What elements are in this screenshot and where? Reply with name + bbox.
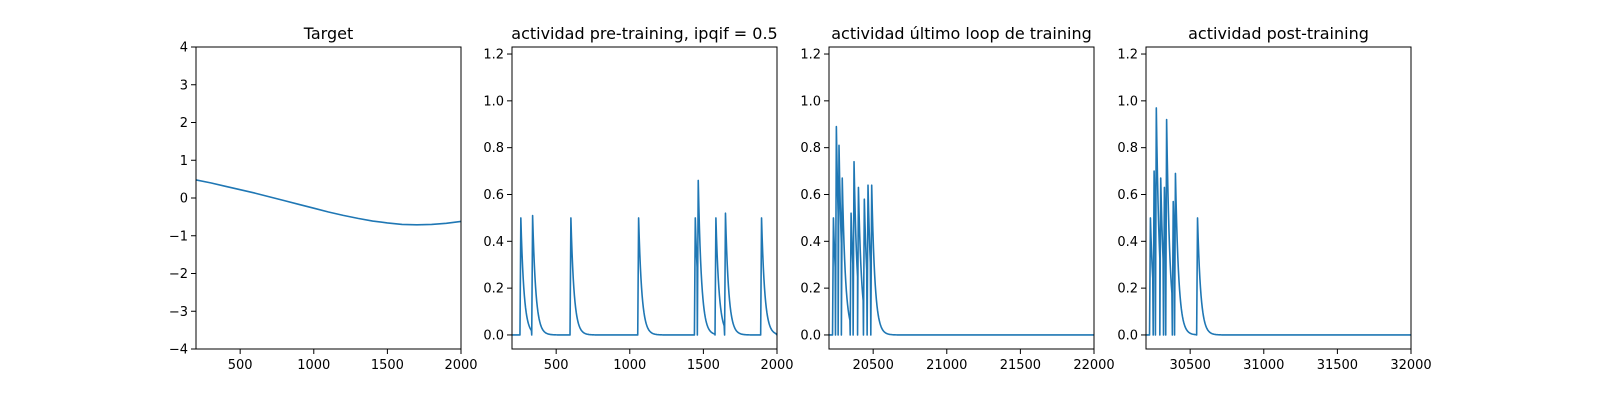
chart-title: actividad último loop de training	[831, 24, 1092, 43]
x-tick-label: 21000	[926, 358, 967, 373]
y-tick-label: 1.2	[800, 48, 821, 63]
y-tick-label: 0.0	[800, 328, 821, 343]
series-line	[829, 125, 1094, 336]
y-tick-label: 1.0	[800, 94, 821, 109]
y-tick-label: 0	[180, 192, 188, 207]
y-tick-label: 1	[180, 154, 188, 169]
y-tick-label: 0.6	[483, 188, 504, 203]
x-tick-label: 1000	[297, 358, 330, 373]
y-tick-label: 0.4	[1117, 235, 1138, 250]
y-tick-label: −4	[169, 343, 188, 358]
y-tick-label: 0.8	[1117, 141, 1138, 156]
chart-title: actividad pre-training, ipqif = 0.5	[511, 24, 777, 43]
y-tick-label: 0.4	[483, 235, 504, 250]
y-tick-label: 1.2	[483, 48, 504, 63]
y-tick-label: 0.2	[483, 282, 504, 297]
x-tick-label: 21500	[1000, 358, 1041, 373]
y-tick-label: 0.6	[800, 188, 821, 203]
axes-frame	[1145, 46, 1412, 350]
y-tick-label: 1.0	[1117, 94, 1138, 109]
x-tick-label: 31500	[1317, 358, 1358, 373]
y-tick-label: 0.0	[1117, 328, 1138, 343]
axes-frame	[511, 46, 778, 350]
x-tick-label: 2000	[760, 358, 793, 373]
x-tick-label: 1500	[687, 358, 720, 373]
y-tick-label: 4	[180, 41, 188, 56]
series-line	[512, 179, 777, 336]
axes-frame	[828, 46, 1095, 350]
x-tick-label: 20500	[852, 358, 893, 373]
chart-title: Target	[303, 24, 354, 43]
y-tick-label: 0.6	[1117, 188, 1138, 203]
y-tick-label: −3	[169, 305, 188, 320]
y-tick-label: 0.2	[1117, 282, 1138, 297]
x-tick-label: 1500	[371, 358, 404, 373]
y-tick-label: 0.8	[800, 141, 821, 156]
chart-panel-2: 500 1000 1500 2000 0.0 0.2 0.4 0.6 0.8 1.0 1.2 acti…	[483, 24, 793, 373]
x-tick-label: 22000	[1073, 358, 1114, 373]
y-tick-label: 0.4	[800, 235, 821, 250]
y-tick-label: 2	[180, 116, 188, 131]
y-tick-label: 0.2	[800, 282, 821, 297]
chart-panel-1: 500 1000 1500 2000 −4 −3 −2 −1 0 1 2 3 4 Target	[169, 24, 478, 373]
y-tick-label: 0.8	[483, 141, 504, 156]
x-tick-label: 32000	[1390, 358, 1431, 373]
x-tick-label: 1000	[613, 358, 646, 373]
y-tick-label: −2	[169, 267, 188, 282]
chart-panel-3: 20500 21000 21500 22000 0.0 0.2 0.4 0.6 0.8 1.0 1.…	[800, 24, 1114, 373]
x-tick-label: 500	[544, 358, 569, 373]
y-tick-label: 3	[180, 78, 188, 93]
y-tick-label: 1.0	[483, 94, 504, 109]
axes-frame	[195, 46, 462, 350]
y-tick-label: 0.0	[483, 328, 504, 343]
x-tick-label: 30500	[1169, 358, 1210, 373]
x-tick-label: 31000	[1243, 358, 1284, 373]
y-tick-label: 1.2	[1117, 48, 1138, 63]
series-line	[1146, 107, 1411, 336]
chart-title: actividad post-training	[1188, 24, 1369, 43]
chart-panel-4: 30500 31000 31500 32000 0.0 0.2 0.4 0.6 0.8 1.0 1.…	[1117, 24, 1431, 373]
series-line	[196, 179, 461, 226]
x-tick-label: 2000	[444, 358, 477, 373]
y-tick-label: −1	[169, 229, 188, 244]
x-tick-label: 500	[228, 358, 253, 373]
